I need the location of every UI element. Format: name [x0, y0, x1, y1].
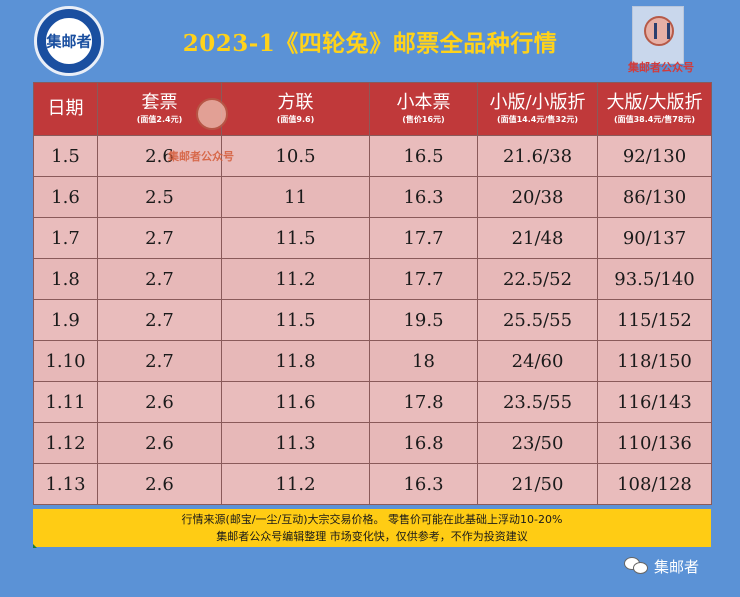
- cell-date: 1.6: [33, 176, 98, 218]
- cell-set: 2.7: [97, 299, 222, 341]
- cell-date: 1.7: [33, 217, 98, 259]
- cell-set: 2.6: [97, 422, 222, 464]
- price-table: 日期 套票 (面值2.4元) 方联 (面值9.6) 小本票 (售价16元) 小版…: [33, 82, 712, 505]
- table-row: 1.5 2.6 10.5 16.5 21.6/38 92/130: [33, 135, 712, 177]
- column-header-booklet: 小本票 (售价16元): [369, 82, 478, 136]
- watermark-text: 集邮者公众号: [168, 150, 234, 163]
- cell-small-sheet: 21/50: [477, 463, 598, 505]
- cell-date: 1.11: [33, 381, 98, 423]
- seal-logo: [632, 6, 684, 64]
- column-header-block: 方联 (面值9.6): [221, 82, 370, 136]
- page-title: 2023-1《四轮兔》邮票全品种行情: [182, 30, 558, 57]
- cell-full-sheet: 90/137: [597, 217, 712, 259]
- wechat-account-name: 集邮者: [654, 557, 700, 576]
- cell-booklet: 17.8: [369, 381, 478, 423]
- cell-full-sheet: 93.5/140: [597, 258, 712, 300]
- cell-small-sheet: 21.6/38: [477, 135, 598, 177]
- cell-block: 11: [221, 176, 370, 218]
- cell-block: 11.5: [221, 299, 370, 341]
- cell-full-sheet: 108/128: [597, 463, 712, 505]
- cell-set: 2.6: [97, 463, 222, 505]
- table-row: 1.11 2.6 11.6 17.8 23.5/55 116/143: [33, 381, 712, 423]
- cell-block: 11.8: [221, 340, 370, 382]
- cell-full-sheet: 86/130: [597, 176, 712, 218]
- cell-booklet: 16.5: [369, 135, 478, 177]
- wechat-icon: [624, 557, 650, 575]
- cell-booklet: 17.7: [369, 258, 478, 300]
- cell-small-sheet: 20/38: [477, 176, 598, 218]
- cell-block: 11.3: [221, 422, 370, 464]
- seal-icon: [644, 16, 674, 46]
- table-row: 1.6 2.5 11 16.3 20/38 86/130: [33, 176, 712, 218]
- cell-booklet: 16.8: [369, 422, 478, 464]
- cell-small-sheet: 23.5/55: [477, 381, 598, 423]
- column-header-small-sheet: 小版/小版折 (面值14.4元/售32元): [477, 82, 598, 136]
- cell-block: 11.2: [221, 258, 370, 300]
- cell-small-sheet: 23/50: [477, 422, 598, 464]
- cell-date: 1.5: [33, 135, 98, 177]
- table-row: 1.10 2.7 11.8 18 24/60 118/150: [33, 340, 712, 382]
- table-body: 1.5 2.6 10.5 16.5 21.6/38 92/130 1.6 2.5…: [33, 135, 712, 505]
- footer-source-line: 行情来源(邮宝/一尘/互动)大宗交易价格。 零售价可能在此基础上浮动10-20%: [181, 513, 563, 526]
- cell-small-sheet: 24/60: [477, 340, 598, 382]
- logo-ring: [44, 16, 94, 66]
- cell-full-sheet: 110/136: [597, 422, 712, 464]
- cell-booklet: 17.7: [369, 217, 478, 259]
- cell-set: 2.6: [97, 381, 222, 423]
- cell-block: 11.5: [221, 217, 370, 259]
- cell-full-sheet: 115/152: [597, 299, 712, 341]
- column-header-full-sheet: 大版/大版折 (面值38.4元/售78元): [597, 82, 712, 136]
- cell-set: 2.7: [97, 217, 222, 259]
- cell-set: 2.7: [97, 258, 222, 300]
- cell-date: 1.13: [33, 463, 98, 505]
- cell-block: 11.6: [221, 381, 370, 423]
- cell-full-sheet: 118/150: [597, 340, 712, 382]
- table-row: 1.8 2.7 11.2 17.7 22.5/52 93.5/140: [33, 258, 712, 300]
- cell-date: 1.8: [33, 258, 98, 300]
- cell-small-sheet: 25.5/55: [477, 299, 598, 341]
- footer-disclaimer-line: 集邮者公众号编辑整理 市场变化快，仅供参考，不作为投资建议: [216, 530, 528, 543]
- cell-block: 10.5: [221, 135, 370, 177]
- cell-booklet: 18: [369, 340, 478, 382]
- cell-booklet: 16.3: [369, 176, 478, 218]
- table-row: 1.7 2.7 11.5 17.7 21/48 90/137: [33, 217, 712, 259]
- brand-logo: 集邮者: [34, 6, 104, 76]
- cell-booklet: 16.3: [369, 463, 478, 505]
- column-header-date: 日期: [33, 82, 98, 136]
- seal-logo-caption: 集邮者公众号: [628, 61, 694, 74]
- cell-small-sheet: 21/48: [477, 217, 598, 259]
- table-row: 1.9 2.7 11.5 19.5 25.5/55 115/152: [33, 299, 712, 341]
- watermark-seal-icon: [196, 98, 228, 130]
- cell-full-sheet: 92/130: [597, 135, 712, 177]
- cell-set: 2.7: [97, 340, 222, 382]
- cell-block: 11.2: [221, 463, 370, 505]
- table-row: 1.12 2.6 11.3 16.8 23/50 110/136: [33, 422, 712, 464]
- table-header-row: 日期 套票 (面值2.4元) 方联 (面值9.6) 小本票 (售价16元) 小版…: [33, 82, 712, 136]
- cell-date: 1.10: [33, 340, 98, 382]
- table-row: 1.13 2.6 11.2 16.3 21/50 108/128: [33, 463, 712, 505]
- logo-text: 集邮者: [46, 32, 92, 51]
- cell-date: 1.9: [33, 299, 98, 341]
- cell-date: 1.12: [33, 422, 98, 464]
- cell-small-sheet: 22.5/52: [477, 258, 598, 300]
- corner-marker: [33, 544, 37, 548]
- cell-set: 2.5: [97, 176, 222, 218]
- cell-full-sheet: 116/143: [597, 381, 712, 423]
- footer-note: 行情来源(邮宝/一尘/互动)大宗交易价格。 零售价可能在此基础上浮动10-20%…: [33, 509, 711, 547]
- wechat-badge: 集邮者: [624, 556, 699, 576]
- cell-booklet: 19.5: [369, 299, 478, 341]
